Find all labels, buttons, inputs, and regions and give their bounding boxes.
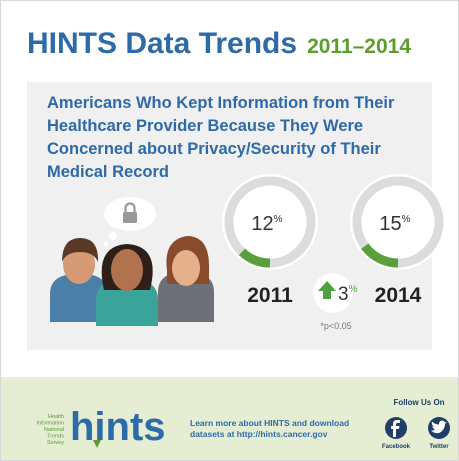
note: *p<0.05 [320, 321, 351, 331]
social-label: Twitter [429, 444, 449, 450]
stat-unit: % [274, 214, 283, 225]
stat-unit: % [402, 214, 411, 225]
twitter-icon[interactable] [428, 417, 450, 439]
logo-subtitle-line: National [44, 427, 64, 433]
logo: hints [70, 405, 166, 449]
logo-subtitle-line: Information [36, 421, 64, 427]
facebook-icon[interactable] [385, 417, 407, 439]
heading-line: Medical Record [47, 163, 169, 181]
logo-subtitle-line: Trends [47, 434, 64, 440]
infographic: HINTS Data Trends2011–2014 Americans Who… [0, 0, 459, 461]
logo-subtitle-line: Health [48, 414, 64, 420]
social-label: Facebook [382, 444, 411, 450]
stat-number: 15 [379, 213, 401, 235]
learn-more: Learn more about HINTS and downloaddatas… [190, 418, 349, 439]
heading-line: Concerned about Privacy/Security of Thei… [47, 140, 381, 158]
people-icon [50, 236, 214, 326]
year: 2014 [375, 284, 422, 307]
logo-subtitle-line: Survey [47, 440, 64, 446]
stat-number: 12 [251, 213, 273, 235]
learn-more-line: datasets at http://hints.cancer.gov [190, 429, 328, 439]
follow-label: Follow Us On [393, 398, 444, 407]
learn-more-line: Learn more about HINTS and download [190, 418, 349, 428]
heading-line: Healthcare Provider Because They Were [47, 117, 363, 135]
year: 2011 [247, 284, 293, 307]
heading-line: Americans Who Kept Information from Thei… [47, 94, 395, 112]
